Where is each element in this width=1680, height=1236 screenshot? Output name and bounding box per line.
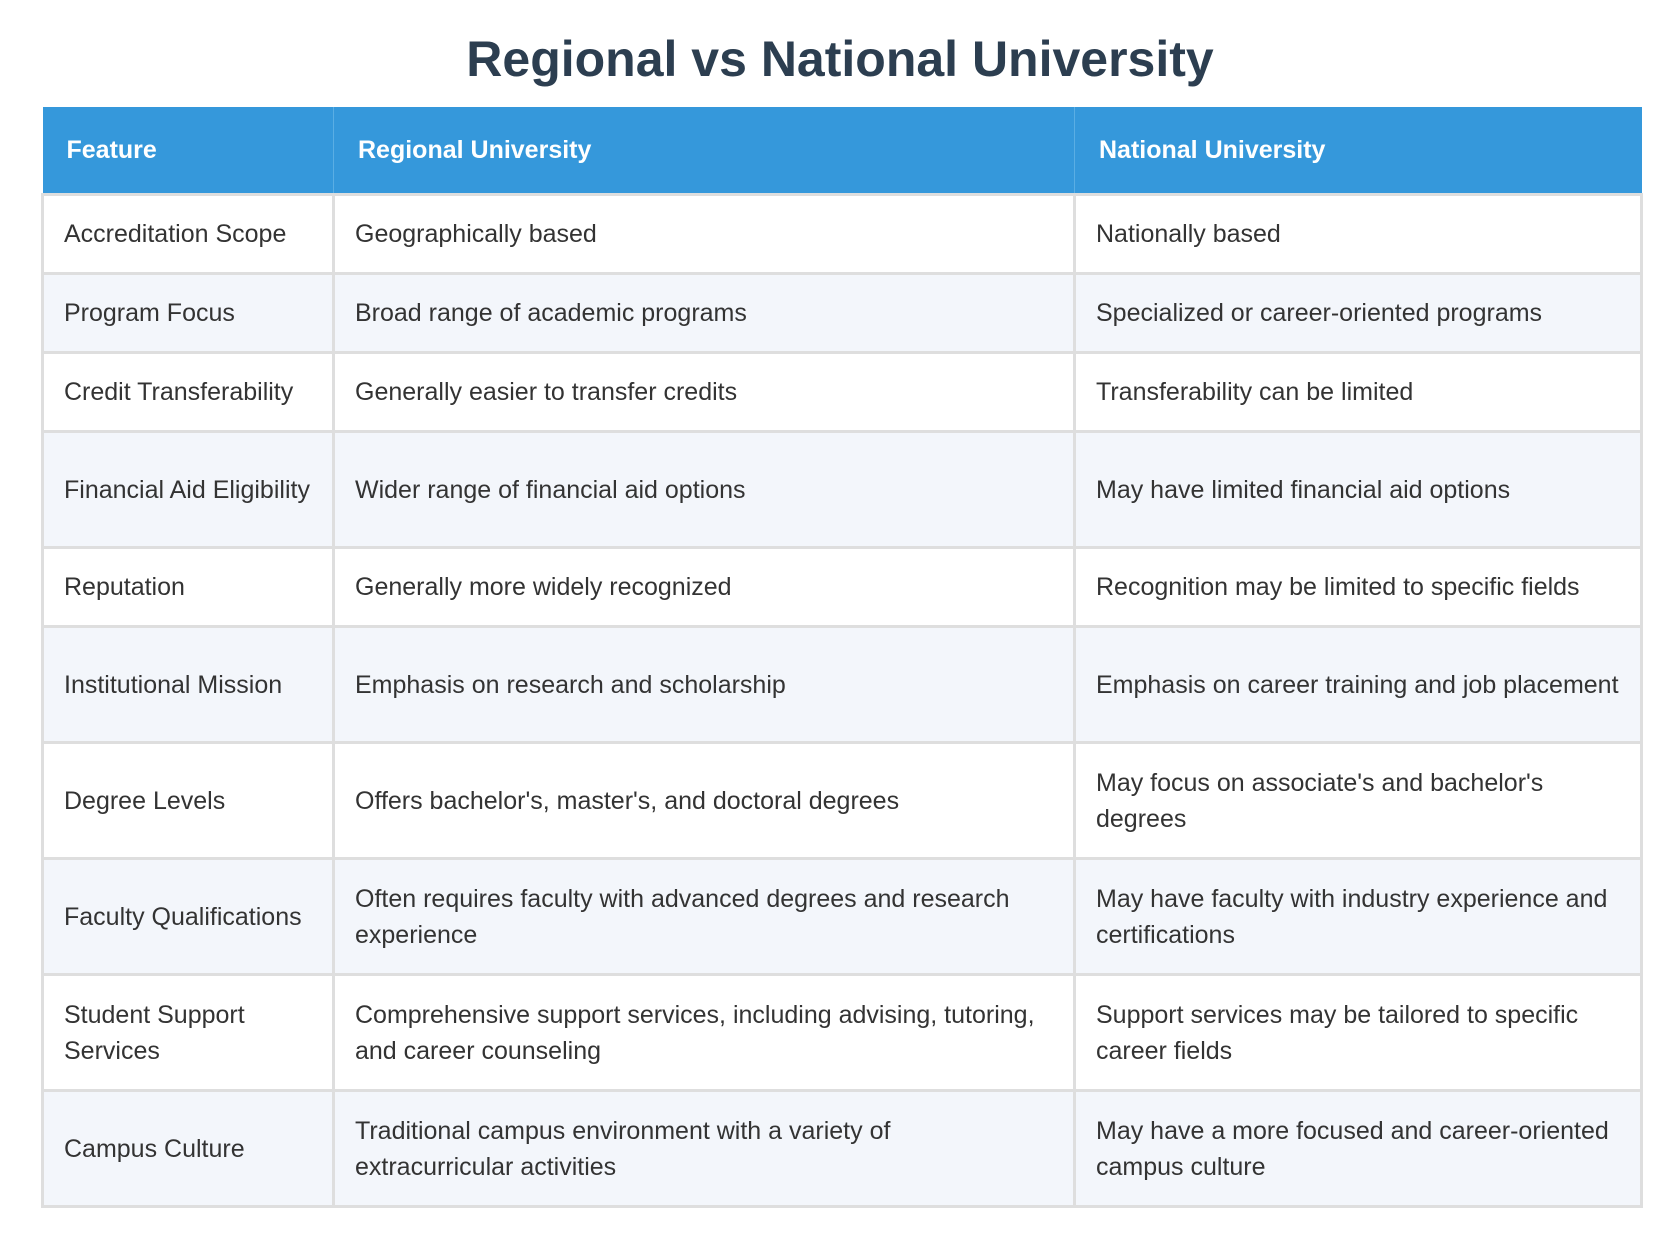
table-header-row: Feature Regional University National Uni…	[42, 107, 1642, 195]
table-row: Program Focus Broad range of academic pr…	[41, 272, 1643, 354]
cell-regional: Comprehensive support services, includin…	[332, 973, 1076, 1092]
cell-national: Nationally based	[1073, 193, 1643, 275]
table-body: Accreditation Scope Geographically based…	[41, 193, 1643, 1208]
comparison-table-container: Feature Regional University National Uni…	[41, 107, 1643, 1208]
cell-feature: Student Support Services	[41, 973, 335, 1092]
cell-national: Emphasis on career training and job plac…	[1073, 625, 1643, 744]
cell-regional: Broad range of academic programs	[332, 272, 1076, 354]
header-feature: Feature	[42, 107, 334, 195]
cell-regional: Wider range of financial aid options	[332, 430, 1076, 549]
header-national-university: National University	[1074, 107, 1642, 195]
cell-national: Specialized or career-oriented programs	[1073, 272, 1643, 354]
cell-national: May have faculty with industry experienc…	[1073, 857, 1643, 976]
cell-regional: Offers bachelor's, master's, and doctora…	[332, 741, 1076, 860]
cell-regional: Often requires faculty with advanced deg…	[332, 857, 1076, 976]
cell-feature: Degree Levels	[41, 741, 335, 860]
table-row: Financial Aid Eligibility Wider range of…	[41, 430, 1643, 549]
table-row: Degree Levels Offers bachelor's, master'…	[41, 741, 1643, 860]
cell-feature: Credit Transferability	[41, 351, 335, 433]
page-title: Regional vs National University	[466, 31, 1214, 87]
cell-national: Recognition may be limited to specific f…	[1073, 546, 1643, 628]
table-row: Faculty Qualifications Often requires fa…	[41, 857, 1643, 976]
table-row: Institutional Mission Emphasis on resear…	[41, 625, 1643, 744]
cell-feature: Accreditation Scope	[41, 193, 335, 275]
comparison-table: Feature Regional University National Uni…	[41, 107, 1643, 1208]
cell-regional: Generally easier to transfer credits	[332, 351, 1076, 433]
table-row: Credit Transferability Generally easier …	[41, 351, 1643, 433]
header-regional-university: Regional University	[333, 107, 1075, 195]
cell-national: Transferability can be limited	[1073, 351, 1643, 433]
cell-feature: Institutional Mission	[41, 625, 335, 744]
table-header: Feature Regional University National Uni…	[42, 107, 1642, 195]
table-row: Accreditation Scope Geographically based…	[41, 193, 1643, 275]
cell-national: May have a more focused and career-orien…	[1073, 1089, 1643, 1208]
table-row: Student Support Services Comprehensive s…	[41, 973, 1643, 1092]
cell-regional: Traditional campus environment with a va…	[332, 1089, 1076, 1208]
cell-national: Support services may be tailored to spec…	[1073, 973, 1643, 1092]
cell-regional: Emphasis on research and scholarship	[332, 625, 1076, 744]
table-row: Campus Culture Traditional campus enviro…	[41, 1089, 1643, 1208]
table-row: Reputation Generally more widely recogni…	[41, 546, 1643, 628]
cell-national: May have limited financial aid options	[1073, 430, 1643, 549]
cell-regional: Generally more widely recognized	[332, 546, 1076, 628]
cell-feature: Faculty Qualifications	[41, 857, 335, 976]
cell-regional: Geographically based	[332, 193, 1076, 275]
cell-feature: Program Focus	[41, 272, 335, 354]
cell-national: May focus on associate's and bachelor's …	[1073, 741, 1643, 860]
cell-feature: Reputation	[41, 546, 335, 628]
cell-feature: Campus Culture	[41, 1089, 335, 1208]
cell-feature: Financial Aid Eligibility	[41, 430, 335, 549]
